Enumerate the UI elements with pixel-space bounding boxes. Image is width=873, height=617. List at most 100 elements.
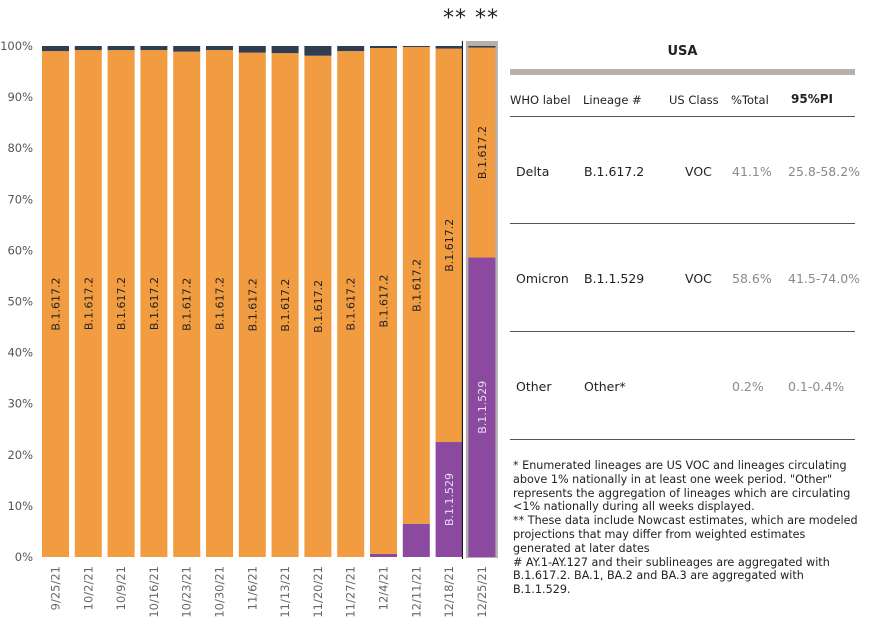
- bar-data-label: B.1.617.2: [443, 219, 456, 272]
- bar-data-label: B.1.617.2: [50, 278, 63, 331]
- x-tick-label: 10/16/21: [147, 566, 161, 617]
- nowcast-stars-label: ** **: [443, 6, 499, 31]
- table-divider: [510, 331, 855, 332]
- table-divider: [510, 439, 855, 440]
- bar-data-label: B.1.617.2: [378, 274, 391, 327]
- stacked-bar-chart: 0% 10% 20% 30% 40% 50% 60% 70% 80% 90% 100% 9/25/21…: [0, 39, 498, 617]
- x-tick-label: 10/30/21: [213, 566, 227, 617]
- row-who-label: Delta: [516, 164, 550, 179]
- x-tick-label: 10/2/21: [81, 566, 95, 610]
- bar-data-label: B.1.617.2: [214, 277, 227, 330]
- x-tick-label: 11/6/21: [245, 566, 259, 610]
- y-tick-label: 20%: [7, 448, 33, 462]
- header-percent-total: %Total: [731, 93, 769, 107]
- bar-segment-b-1-617-2: [337, 51, 365, 558]
- row-lineage: B.1.617.2: [584, 164, 645, 179]
- bar-segment-other: [370, 46, 397, 49]
- usa-title: USA: [667, 44, 698, 59]
- usa-title-underline: [510, 69, 855, 75]
- bar-segment-other: [140, 46, 168, 51]
- bar-segment-b-1-617-2: [468, 47, 496, 258]
- bar-segment-other: [435, 46, 463, 49]
- bar-segment-b-1-617-2: [107, 50, 135, 557]
- bar-segment-b-1-617-2: [74, 50, 102, 557]
- bar-segment-b-1-1-529: [468, 257, 496, 557]
- header-lineage: Lineage #: [583, 93, 642, 107]
- bar-data-label: B.1.1.529: [443, 473, 456, 526]
- bar-segment-b-1-617-2: [435, 48, 463, 443]
- x-tick-label: 12/4/21: [377, 566, 391, 610]
- bar-segment-other: [238, 46, 266, 53]
- bar-segment-other: [337, 46, 365, 52]
- y-tick-label: 50%: [7, 295, 33, 309]
- footnote: # AY.1-AY.127 and their sublineages are …: [513, 555, 830, 597]
- bar-segment-b-1-617-2: [42, 51, 69, 558]
- bar-segment-other: [107, 46, 135, 51]
- x-tick-label: 12/18/21: [442, 566, 456, 617]
- row-percent-total: 41.1%: [732, 164, 772, 179]
- header-us-class: US Class: [669, 93, 719, 107]
- usa-summary-panel: USA WHO label Lineage # US Class %Total …: [510, 0, 860, 617]
- y-tick-label: 80%: [7, 141, 33, 155]
- bar-data-label: B.1.617.2: [345, 278, 358, 331]
- bar-segment-other: [206, 46, 233, 51]
- row-95pi: 0.1-0.4%: [788, 379, 845, 394]
- x-tick-label: 9/25/21: [49, 566, 63, 610]
- x-tick-label: 12/11/21: [409, 566, 423, 617]
- row-who-label: Omicron: [516, 271, 569, 286]
- row-95pi: 41.5-74.0%: [788, 271, 861, 286]
- row-percent-total: 0.2%: [732, 379, 764, 394]
- bar-segment-other: [402, 46, 430, 48]
- bar-segment-other: [304, 46, 332, 56]
- y-tick-label: 60%: [7, 243, 33, 257]
- bar-data-label: B.1.617.2: [312, 280, 325, 333]
- y-tick-label: 90%: [7, 90, 33, 104]
- bar-segment-other: [42, 46, 69, 52]
- y-tick-label: 40%: [7, 346, 33, 360]
- footnotes: * Enumerated lineages are US VOC and lin…: [513, 459, 858, 597]
- bar-segment-b-1-1-529: [370, 553, 397, 557]
- y-tick-label: 30%: [7, 397, 33, 411]
- bar-segment-b-1-617-2: [173, 51, 201, 557]
- bar-segment-b-1-617-2: [238, 52, 266, 557]
- y-tick-label: 10%: [7, 499, 33, 513]
- bar-segment-b-1-617-2: [206, 50, 233, 557]
- footnote: * Enumerated lineages are US VOC and lin…: [513, 459, 851, 514]
- header-95pi: 95%PI: [791, 92, 833, 106]
- x-tick-label: 10/9/21: [114, 566, 128, 610]
- bar-data-label: B.1.617.2: [279, 279, 292, 332]
- x-tick-label: 12/25/21: [475, 566, 489, 617]
- bar-segment-other: [74, 46, 102, 51]
- bar-segment-b-1-617-2: [140, 50, 168, 557]
- y-tick-label: 70%: [7, 192, 33, 206]
- bar-segment-b-1-1-529: [435, 442, 463, 557]
- bar-segment-other: [468, 46, 496, 48]
- footnote: ** These data include Nowcast estimates,…: [513, 514, 858, 555]
- bar-data-label: B.1.617.2: [115, 277, 128, 330]
- bar-segment-other: [271, 46, 299, 54]
- x-tick-label: 11/13/21: [278, 566, 292, 617]
- bar-segment-b-1-617-2: [402, 47, 430, 524]
- bar-data-label: B.1.617.2: [181, 278, 194, 331]
- y-tick-label: 0%: [15, 550, 33, 564]
- bar-segment-b-1-617-2: [304, 55, 332, 558]
- x-tick-label: 10/23/21: [180, 566, 194, 617]
- row-percent-total: 58.6%: [732, 271, 772, 286]
- bar-segment-other: [173, 46, 201, 52]
- row-95pi: 25.8-58.2%: [788, 164, 861, 179]
- table-divider: [510, 223, 855, 224]
- bar-data-label: B.1.617.2: [246, 278, 259, 331]
- row-us-class: VOC: [685, 271, 712, 286]
- row-who-label: Other: [516, 379, 552, 394]
- bar-data-label: B.1.1.529: [476, 381, 489, 434]
- bar-data-label: B.1.617.2: [148, 277, 161, 330]
- bar-data-label: B.1.617.2: [82, 277, 95, 330]
- bar-data-label: B.1.617.2: [410, 259, 423, 312]
- bar-segment-b-1-617-2: [370, 48, 397, 554]
- bar-segment-b-1-1-529: [402, 523, 430, 557]
- x-tick-label: 11/27/21: [344, 566, 358, 617]
- table-divider: [510, 116, 855, 117]
- row-us-class: VOC: [685, 164, 712, 179]
- header-who-label: WHO label: [510, 93, 571, 107]
- row-lineage: Other*: [584, 379, 626, 394]
